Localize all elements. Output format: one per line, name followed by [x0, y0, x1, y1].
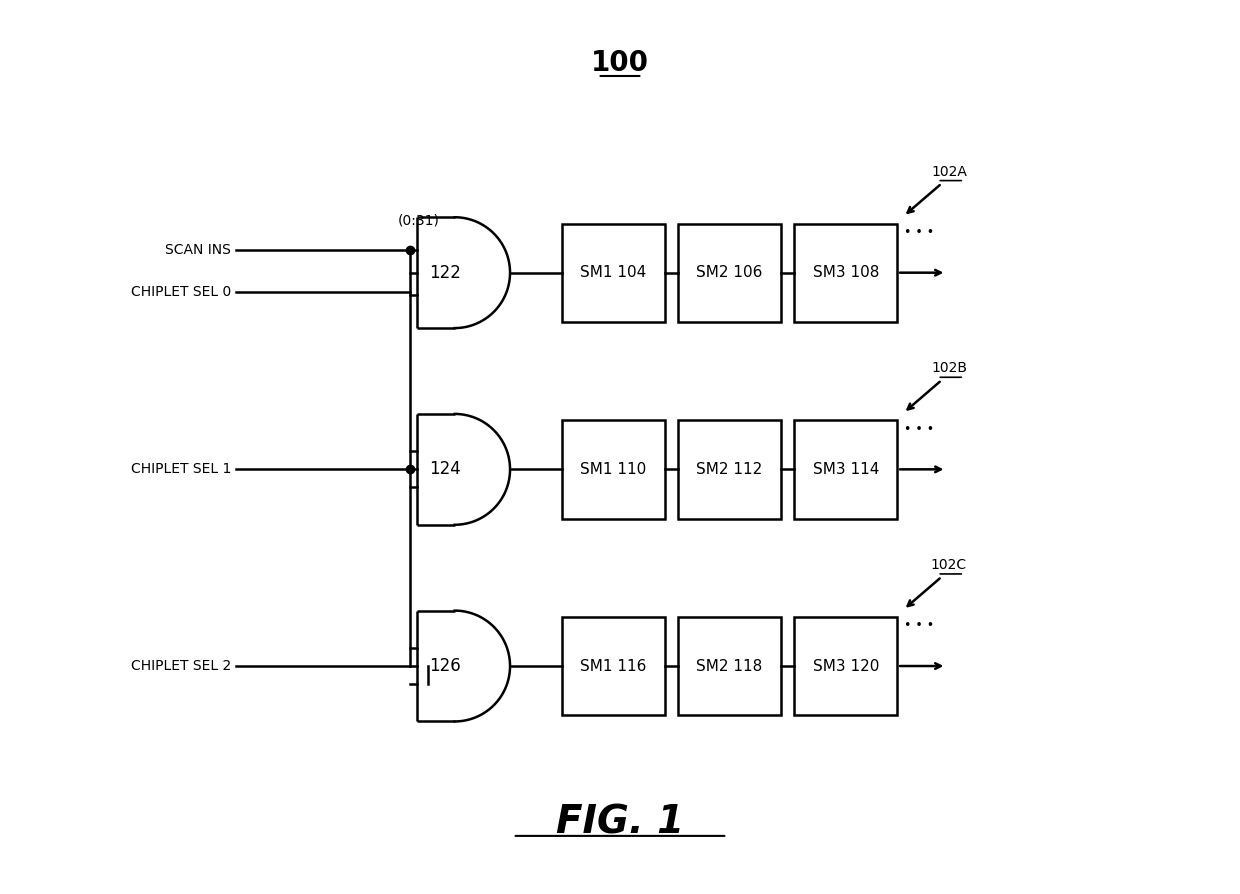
Text: 124: 124 [429, 460, 461, 478]
Text: SM3 120: SM3 120 [812, 659, 879, 673]
Text: SM2 118: SM2 118 [697, 659, 763, 673]
Text: SM1 110: SM1 110 [580, 462, 646, 477]
Text: • • •: • • • [904, 226, 935, 239]
Text: 100: 100 [591, 48, 649, 77]
Text: 122: 122 [429, 264, 461, 282]
FancyBboxPatch shape [562, 420, 665, 519]
Text: (0:31): (0:31) [398, 214, 440, 228]
Text: SM1 104: SM1 104 [580, 266, 646, 280]
Text: • • •: • • • [904, 423, 935, 435]
Text: SM2 112: SM2 112 [697, 462, 763, 477]
FancyBboxPatch shape [795, 420, 898, 519]
Text: CHIPLET SEL 0: CHIPLET SEL 0 [131, 285, 231, 299]
Text: 102B: 102B [931, 361, 967, 375]
FancyBboxPatch shape [678, 224, 781, 322]
FancyBboxPatch shape [795, 224, 898, 322]
Text: FIG. 1: FIG. 1 [556, 804, 684, 841]
Text: CHIPLET SEL 2: CHIPLET SEL 2 [131, 659, 231, 673]
Text: SM3 114: SM3 114 [812, 462, 879, 477]
Text: SCAN INS: SCAN INS [165, 243, 231, 257]
Text: 126: 126 [429, 657, 461, 675]
FancyBboxPatch shape [678, 617, 781, 715]
Text: 102C: 102C [931, 558, 967, 572]
FancyBboxPatch shape [795, 617, 898, 715]
Text: SM1 116: SM1 116 [580, 659, 646, 673]
Text: • • •: • • • [904, 620, 935, 632]
Text: 102A: 102A [931, 164, 967, 179]
FancyBboxPatch shape [678, 420, 781, 519]
FancyBboxPatch shape [562, 224, 665, 322]
Text: SM3 108: SM3 108 [812, 266, 879, 280]
FancyBboxPatch shape [562, 617, 665, 715]
Text: CHIPLET SEL 1: CHIPLET SEL 1 [130, 462, 231, 477]
Text: SM2 106: SM2 106 [697, 266, 763, 280]
